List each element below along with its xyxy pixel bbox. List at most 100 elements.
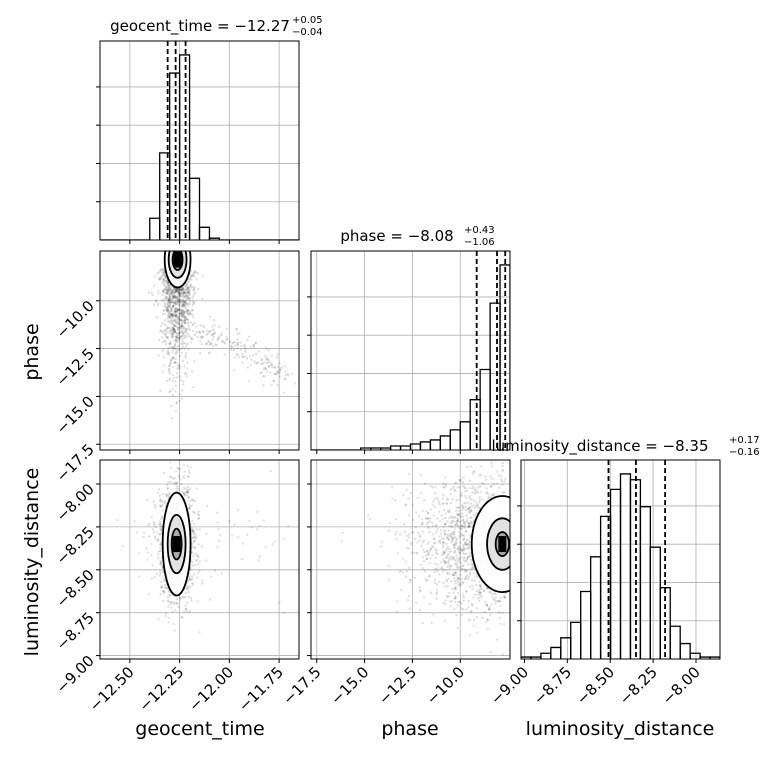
scatter-point — [428, 549, 432, 552]
scatter-point — [182, 289, 185, 292]
scatter-point — [474, 583, 478, 587]
scatter-point — [180, 314, 183, 317]
scatter-point — [185, 283, 189, 287]
scatter-point — [173, 329, 177, 333]
scatter-point — [238, 332, 241, 335]
scatter-point — [160, 335, 164, 339]
scatter-point — [190, 599, 193, 602]
scatter-point — [489, 614, 492, 617]
scatter-point — [184, 306, 187, 310]
scatter-point — [439, 561, 443, 564]
scatter-point — [466, 507, 470, 511]
scatter-point — [446, 545, 450, 549]
scatter-point — [433, 541, 436, 544]
scatter-point — [168, 326, 172, 330]
scatter-point — [189, 278, 193, 281]
scatter-point — [443, 562, 447, 565]
scatter-point — [486, 618, 489, 621]
scatter-point — [170, 321, 174, 324]
scatter-point — [450, 535, 453, 538]
scatter-point — [220, 332, 223, 335]
scatter-point — [257, 361, 260, 364]
scatter-point — [185, 367, 189, 370]
scatter-point — [159, 528, 162, 531]
scatter-point — [173, 301, 176, 305]
scatter-point — [193, 321, 196, 325]
scatter-point — [172, 292, 176, 295]
panel-border — [520, 459, 721, 660]
scatter-point — [460, 520, 463, 523]
scatter-point — [463, 523, 467, 526]
scatter-point — [159, 518, 163, 521]
scatter-point — [168, 295, 172, 299]
scatter-point — [175, 371, 179, 375]
scatter-point — [166, 306, 169, 310]
scatter-point — [169, 359, 173, 362]
scatter-point — [448, 547, 452, 551]
scatter-point — [458, 526, 461, 530]
scatter-point — [255, 362, 259, 365]
scatter-point — [188, 578, 192, 581]
scatter-point — [443, 619, 447, 622]
scatter-point — [181, 286, 185, 290]
scatter-point — [182, 287, 185, 290]
scatter-point — [175, 337, 178, 341]
scatter-point — [472, 566, 475, 570]
scatter-point — [475, 615, 479, 619]
scatter-point — [156, 304, 159, 307]
scatter-point — [159, 572, 162, 575]
scatter-point — [264, 354, 267, 358]
scatter-point — [487, 495, 490, 499]
scatter-point — [463, 578, 467, 581]
scatter-point — [445, 572, 449, 575]
scatter-point — [503, 594, 506, 598]
scatter-point — [170, 417, 173, 420]
scatter-point — [164, 285, 168, 289]
scatter-point — [466, 465, 469, 469]
scatter-point — [178, 335, 182, 339]
scatter-point — [456, 627, 459, 630]
scatter-point — [467, 575, 471, 579]
scatter-point — [443, 486, 446, 489]
scatter-point — [172, 328, 176, 332]
scatter-point — [491, 464, 494, 467]
scatter-point — [164, 295, 167, 298]
scatter-point — [450, 579, 453, 583]
scatter-point — [176, 302, 179, 306]
scatter-point — [435, 549, 438, 552]
scatter-point — [177, 290, 181, 293]
scatter-point — [172, 447, 174, 449]
scatter-point — [290, 372, 294, 376]
histogram-bin — [550, 646, 562, 659]
scatter-point — [462, 546, 465, 550]
scatter-point — [155, 572, 159, 576]
scatter-point — [278, 368, 282, 372]
histogram-bin — [429, 439, 441, 450]
scatter-point — [167, 481, 170, 484]
scatter-point — [470, 465, 473, 468]
scatter-point — [454, 489, 457, 493]
scatter-point — [486, 628, 490, 631]
scatter-point — [190, 286, 193, 289]
scatter-point — [498, 616, 501, 620]
scatter-point — [416, 552, 419, 555]
scatter-point — [267, 348, 271, 352]
scatter-point — [459, 573, 462, 577]
scatter-point — [448, 550, 451, 553]
scatter-point — [174, 309, 177, 312]
scatter-point — [436, 569, 439, 573]
scatter-point — [176, 323, 179, 326]
scatter-point — [451, 538, 455, 541]
scatter-point — [173, 330, 177, 334]
scatter-point — [178, 304, 181, 308]
scatter-point — [163, 273, 166, 277]
scatter-point — [178, 292, 181, 296]
scatter-point — [474, 576, 477, 579]
scatter-point — [158, 277, 161, 280]
scatter-point — [427, 553, 430, 557]
scatter-point — [464, 540, 467, 544]
histogram-steps — [100, 41, 299, 240]
scatter-point — [147, 291, 151, 294]
scatter-point — [488, 590, 491, 594]
scatter-point — [175, 602, 178, 605]
